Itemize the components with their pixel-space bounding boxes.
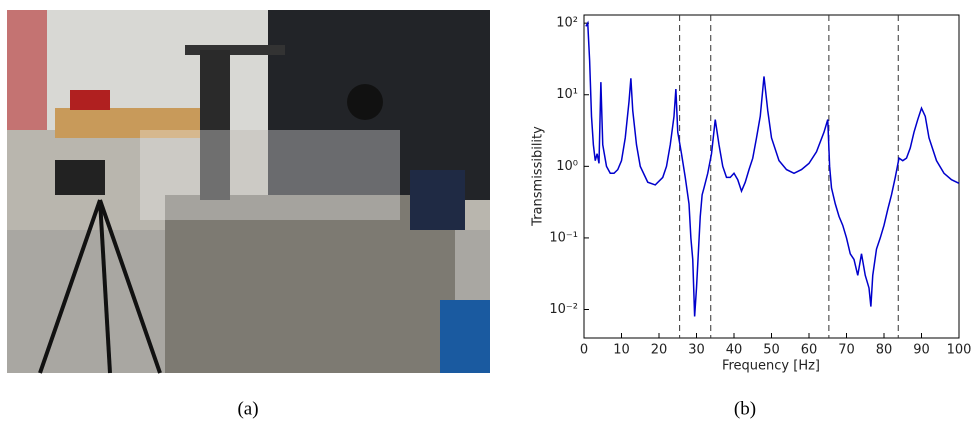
- x-tick-label: 0: [580, 343, 588, 358]
- x-tick-label: 100: [947, 343, 972, 358]
- y-tick-label: 10⁻²: [549, 302, 578, 317]
- y-tick-label: 10¹: [556, 87, 578, 102]
- photo: [7, 10, 490, 374]
- caption: (b): [734, 398, 756, 419]
- y-tick-label: 10⁻¹: [549, 230, 578, 245]
- x-tick-label: 60: [801, 343, 818, 358]
- x-tick-label: 80: [876, 343, 893, 358]
- x-tick-label: 90: [913, 343, 930, 358]
- x-tick-label: 20: [651, 343, 668, 358]
- y-axis-label: Transmissibility: [531, 126, 546, 227]
- x-tick-label: 40: [726, 343, 743, 358]
- x-tick-label: 50: [763, 343, 780, 358]
- plot-frame: [583, 14, 960, 339]
- x-tick-label: 70: [838, 343, 855, 358]
- x-axis-label: Frequency [Hz]: [722, 359, 820, 374]
- y-tick-label: 10⁰: [556, 159, 578, 174]
- caption: (a): [237, 398, 258, 419]
- y-tick-label: 10²: [556, 16, 578, 31]
- x-tick-label: 30: [688, 343, 705, 358]
- x-tick-label: 10: [613, 343, 630, 358]
- data-line: [585, 20, 960, 317]
